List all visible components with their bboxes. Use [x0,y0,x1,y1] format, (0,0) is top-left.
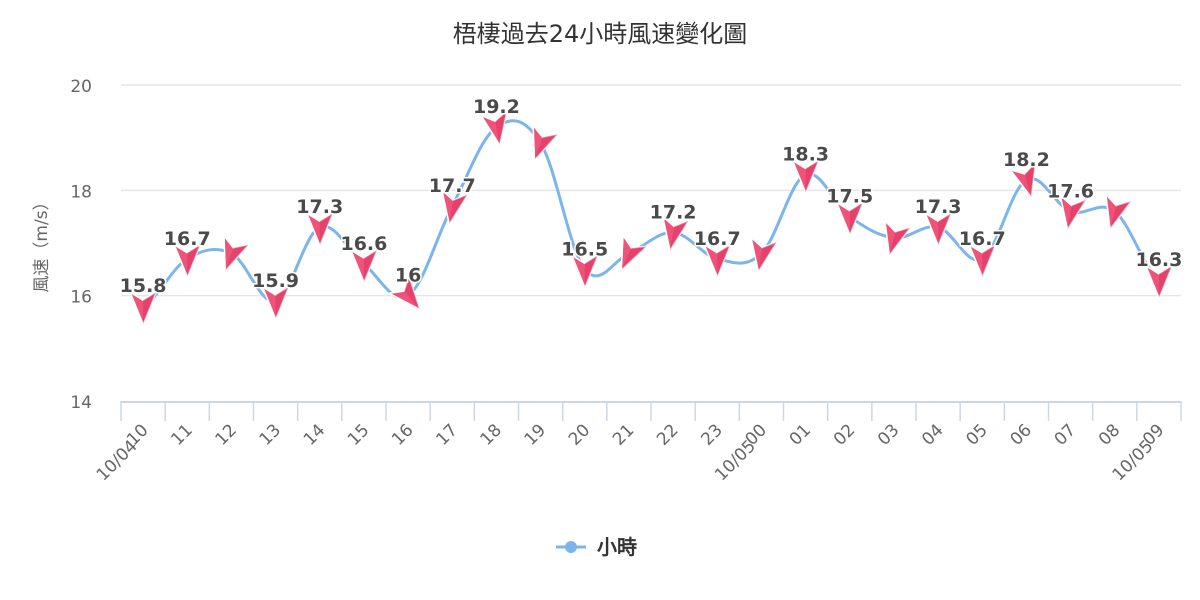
data-label: 16.7 [959,228,1006,250]
data-label: 16.7 [164,228,211,250]
data-label: 17.7 [429,175,476,197]
y-tick-label: 18 [70,182,92,202]
x-tick-label: 06 [1007,420,1036,449]
data-label: 17.2 [650,201,697,223]
wind-arrow-shade [1158,265,1172,298]
wind-arrow-marker [532,123,560,162]
wind-arrow-marker [261,285,291,321]
wind-arrow-shade [534,134,558,160]
x-tick-label: 16 [388,420,417,449]
wind-arrow-shade [805,160,819,193]
x-tick-label: 15 [344,420,373,449]
wind-arrow-marker [386,274,421,311]
wind-arrow-icon [386,274,421,311]
x-tick-label: 03 [874,420,903,449]
y-tick-label: 16 [70,288,92,308]
wind-arrow-shade [584,255,598,288]
y-axis-label: 風速（m/s） [32,193,52,292]
wind-arrow-marker [661,214,691,253]
x-tick-label: 20 [565,420,594,449]
legend-marker-icon [565,541,577,553]
data-label: 17.5 [826,186,873,208]
data-label: 16.6 [340,233,387,255]
x-tick-label: 05 [962,420,991,449]
x-tick-label: 12 [212,420,241,449]
wind-arrow-marker [1104,192,1133,231]
wind-arrow-shade [982,244,996,277]
wind-arrow-marker [223,233,251,273]
wind-arrow-shade [717,244,731,277]
data-label: 16 [395,265,421,287]
x-date-label: 10/04 [93,436,142,485]
wind-arrow-shade [143,292,157,325]
x-tick-label: 13 [256,420,285,449]
data-label: 16.3 [1135,249,1182,271]
x-date-label: 10/05 [711,436,760,485]
wind-arrow-marker [172,242,202,279]
wind-arrow-marker [702,242,732,279]
y-tick-label: 20 [70,77,92,97]
wind-arrow-marker [883,218,913,258]
wind-arrow-marker [967,242,997,279]
x-tick-label: 14 [300,420,329,449]
wind-arrow-shade [404,276,420,310]
data-label: 17.3 [296,196,343,218]
data-label: 19.2 [473,96,520,118]
wind-arrow-shade [495,111,507,145]
x-tick-label: 08 [1095,420,1124,449]
wind-arrow-shade [319,213,333,246]
legend-item[interactable]: 小時 [556,535,637,559]
data-label: 15.9 [252,270,299,292]
data-label: 17.3 [915,196,962,218]
data-label: 15.8 [120,275,167,297]
wind-arrow-marker [570,253,600,290]
wind-arrow-shade [363,250,377,283]
data-label: 18.2 [1003,149,1050,171]
wind-arrow-marker [1058,193,1088,232]
wind-arrow-marker [1144,264,1174,300]
data-label: 18.3 [782,144,829,166]
wind-arrow-marker [305,211,335,248]
wind-arrow-icon [883,218,913,258]
wind-arrow-marker [128,290,158,327]
wind-arrow-shade [849,202,863,235]
y-tick-label: 14 [70,393,92,413]
data-label: 16.7 [694,228,741,250]
data-label: 17.6 [1047,180,1094,202]
x-tick-label: 19 [521,420,550,449]
wind-arrow-marker [349,248,379,285]
x-tick-label: 04 [918,420,947,449]
wind-arrow-marker [620,233,649,272]
wind-arrow-marker [791,158,821,195]
x-tick-label: 11 [167,420,196,449]
wind-arrow-shade [938,213,952,246]
x-tick-label: 01 [786,420,815,449]
chart-title: 梧棲過去24小時風速變化圖 [453,20,748,48]
x-tick-label: 21 [609,420,638,449]
data-label: 16.5 [561,238,608,260]
x-tick-label: 22 [653,420,682,449]
wind-arrow-marker [479,109,509,147]
wind-arrow-marker [835,200,865,237]
x-date-label: 10/05 [1109,436,1158,485]
x-tick-label: 02 [830,420,859,449]
wind-arrow-shade [1024,162,1036,198]
x-tick-label: 07 [1051,420,1080,449]
x-tick-label: 23 [697,420,726,449]
x-tick-label: 17 [432,420,461,449]
wind-arrow-shade [187,244,201,277]
wind-arrow-shade [275,286,289,319]
wind-arrow-marker [1008,160,1037,200]
legend-label: 小時 [597,535,637,559]
wind-arrow-marker [923,211,953,248]
wind-arrow-icon [620,233,649,272]
wind-arrow-marker [440,188,470,226]
x-tick-label: 18 [477,420,506,449]
wind-arrow-marker [749,235,779,274]
